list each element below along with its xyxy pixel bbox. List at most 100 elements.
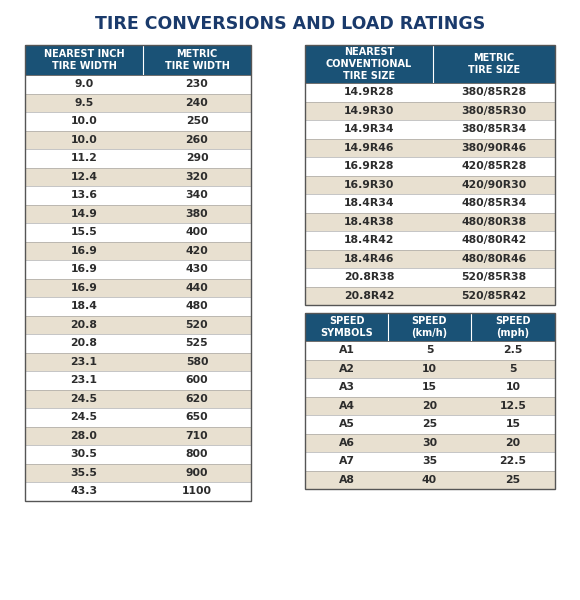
Bar: [305, 45, 555, 305]
Text: 18.4R46: 18.4R46: [344, 254, 394, 264]
Text: 20.8: 20.8: [71, 320, 97, 330]
Text: 9.5: 9.5: [74, 98, 93, 108]
Text: 290: 290: [186, 153, 208, 163]
Text: A6: A6: [339, 438, 354, 448]
Text: A2: A2: [339, 364, 354, 374]
Bar: [433, 231, 555, 250]
Bar: [433, 101, 555, 120]
Bar: [25, 260, 143, 278]
Text: 18.4R38: 18.4R38: [344, 217, 394, 227]
Text: 16.9: 16.9: [71, 283, 97, 293]
Bar: [305, 470, 388, 489]
Bar: [143, 334, 251, 352]
Bar: [25, 75, 143, 94]
Bar: [143, 223, 251, 241]
Bar: [25, 316, 143, 334]
Bar: [433, 286, 555, 305]
Bar: [305, 83, 433, 101]
Text: 400: 400: [186, 227, 208, 237]
Bar: [25, 223, 143, 241]
Text: 28.0: 28.0: [71, 431, 97, 441]
Text: 650: 650: [186, 412, 208, 422]
Text: 18.4R34: 18.4R34: [344, 198, 394, 208]
Text: NEAREST
CONVENTIONAL
TIRE SIZE: NEAREST CONVENTIONAL TIRE SIZE: [326, 47, 412, 82]
Bar: [471, 341, 555, 359]
Text: NEAREST INCH
TIRE WIDTH: NEAREST INCH TIRE WIDTH: [44, 49, 124, 71]
Text: 14.9R46: 14.9R46: [344, 143, 394, 153]
Bar: [388, 378, 471, 397]
Bar: [25, 241, 143, 260]
Bar: [305, 452, 388, 470]
Text: 520: 520: [186, 320, 208, 330]
Bar: [305, 250, 433, 268]
Text: 380: 380: [186, 209, 208, 219]
Bar: [25, 389, 143, 408]
Text: 380/85R30: 380/85R30: [462, 106, 527, 116]
Text: SPEED
SYMBOLS: SPEED SYMBOLS: [320, 316, 373, 338]
Bar: [25, 130, 143, 149]
Bar: [471, 470, 555, 489]
Text: METRIC
TIRE WIDTH: METRIC TIRE WIDTH: [165, 49, 230, 71]
Text: 620: 620: [186, 394, 208, 404]
Bar: [25, 427, 143, 445]
Bar: [25, 334, 143, 352]
Text: 800: 800: [186, 449, 208, 459]
Bar: [433, 120, 555, 139]
Bar: [305, 378, 388, 397]
Text: 580: 580: [186, 357, 208, 367]
Bar: [25, 45, 251, 500]
Text: 230: 230: [186, 79, 208, 89]
Bar: [305, 397, 388, 415]
Bar: [388, 452, 471, 470]
Text: A8: A8: [339, 475, 354, 485]
Bar: [143, 482, 251, 500]
Bar: [305, 194, 433, 212]
Text: 16.9R30: 16.9R30: [344, 180, 394, 190]
Bar: [143, 352, 251, 371]
Bar: [305, 286, 433, 305]
Text: 15: 15: [506, 419, 520, 429]
Bar: [143, 167, 251, 186]
Bar: [143, 241, 251, 260]
Text: 340: 340: [186, 190, 208, 200]
Text: 10.0: 10.0: [71, 116, 97, 126]
Text: 420/90R30: 420/90R30: [461, 180, 527, 190]
Bar: [305, 157, 433, 175]
Bar: [471, 452, 555, 470]
Text: 23.1: 23.1: [71, 375, 97, 385]
Bar: [25, 149, 143, 167]
Text: METRIC
TIRE SIZE: METRIC TIRE SIZE: [468, 53, 520, 75]
Text: 260: 260: [186, 135, 208, 145]
Text: A7: A7: [339, 456, 354, 466]
Text: 480: 480: [186, 301, 208, 311]
Bar: [25, 408, 143, 427]
Text: 13.6: 13.6: [71, 190, 97, 200]
Text: TIRE CONVERSIONS AND LOAD RATINGS: TIRE CONVERSIONS AND LOAD RATINGS: [95, 15, 485, 33]
Bar: [25, 278, 143, 297]
Text: 16.9: 16.9: [71, 264, 97, 274]
Bar: [433, 194, 555, 212]
Text: 525: 525: [186, 338, 208, 348]
Text: 25: 25: [505, 475, 521, 485]
Bar: [25, 482, 143, 500]
Text: 20.8: 20.8: [71, 338, 97, 348]
Text: SPEED
(mph): SPEED (mph): [495, 316, 531, 338]
Bar: [25, 352, 143, 371]
Text: 420: 420: [186, 246, 208, 256]
Text: 5: 5: [509, 364, 517, 374]
Text: 2.5: 2.5: [503, 345, 523, 355]
Bar: [305, 313, 555, 489]
Bar: [143, 75, 251, 94]
Bar: [433, 175, 555, 194]
Text: 14.9R30: 14.9R30: [344, 106, 394, 116]
Bar: [143, 389, 251, 408]
Bar: [25, 112, 143, 130]
Text: 20.8R38: 20.8R38: [344, 272, 394, 282]
Text: 10: 10: [506, 382, 520, 392]
Bar: [25, 205, 143, 223]
Text: 12.4: 12.4: [71, 172, 97, 182]
Bar: [433, 250, 555, 268]
Bar: [433, 139, 555, 157]
Text: 520/85R42: 520/85R42: [461, 291, 527, 301]
Text: 320: 320: [186, 172, 208, 182]
